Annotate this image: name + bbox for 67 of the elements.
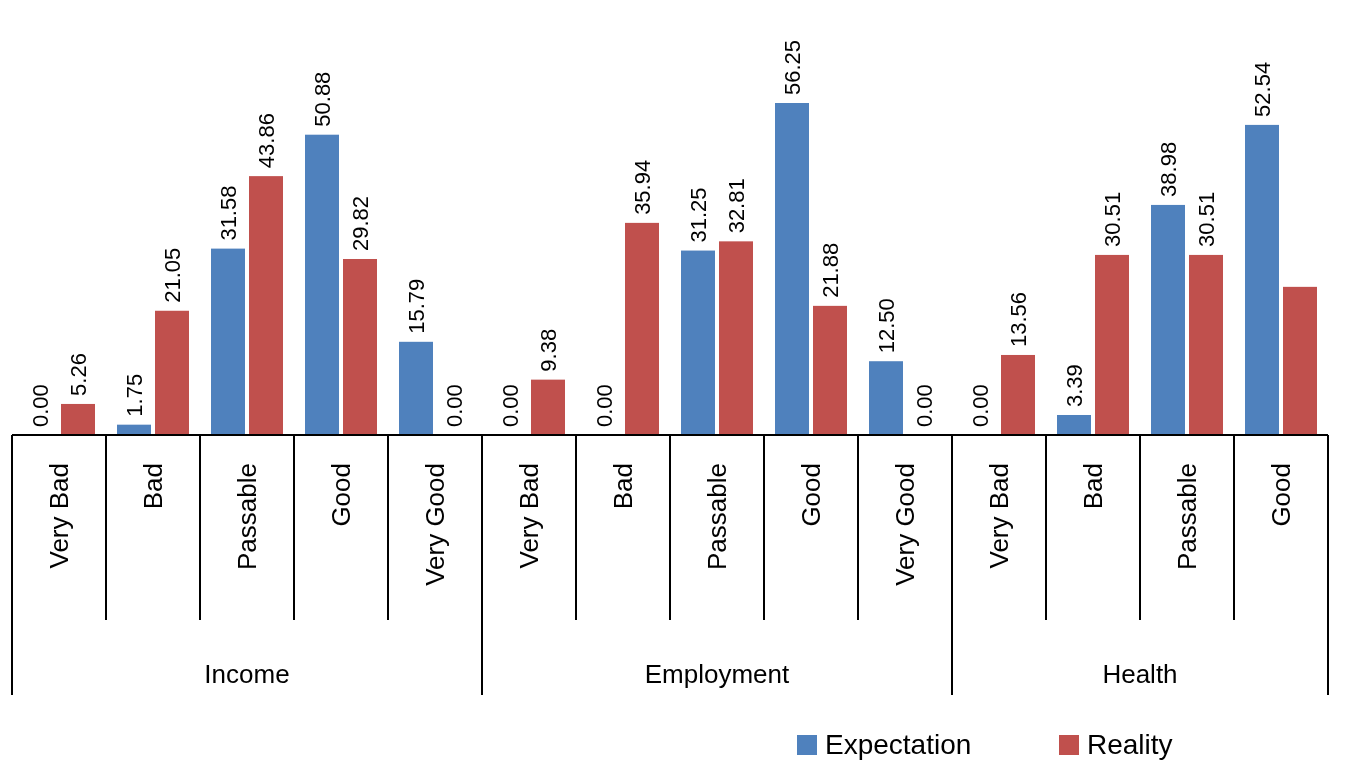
x-tick-label: Good: [326, 463, 356, 527]
data-label: 30.51: [1100, 191, 1125, 247]
bar: [1245, 124, 1279, 435]
data-label: 0.00: [912, 384, 937, 427]
data-label: 29.82: [348, 195, 373, 251]
bar: [61, 403, 95, 435]
bar: [1001, 354, 1035, 435]
x-axis-title: Health: [1102, 659, 1178, 689]
bar: [531, 379, 565, 435]
data-label: 21.05: [160, 247, 185, 303]
bar: [719, 241, 753, 435]
bar: [681, 250, 715, 435]
data-label: 3.39: [1062, 364, 1087, 407]
legend-label: Reality: [1087, 729, 1173, 760]
data-label: 1.75: [122, 373, 147, 417]
x-tick-label: Very Bad: [984, 463, 1014, 569]
bar: [155, 310, 189, 435]
bar: [625, 222, 659, 435]
x-axis-title: Income: [204, 659, 290, 689]
data-label: 50.88: [310, 71, 335, 127]
x-tick-label: Bad: [1078, 463, 1108, 510]
data-label: 13.56: [1006, 291, 1031, 347]
bar: [869, 361, 903, 435]
x-tick-label: Very Bad: [514, 463, 544, 569]
data-label: 15.79: [404, 278, 429, 334]
data-label: 5.26: [66, 353, 91, 396]
data-label: 56.25: [780, 39, 805, 95]
legend-label: Expectation: [825, 729, 972, 760]
data-label: 0.00: [442, 384, 467, 427]
bar: [211, 248, 245, 435]
data-label: 30.51: [1194, 191, 1219, 247]
x-tick-label: Good: [796, 463, 826, 527]
bar: [1283, 286, 1317, 435]
x-tick-label: Very Bad: [44, 463, 74, 569]
bar: [399, 341, 433, 435]
x-axis-title: Employment: [644, 659, 791, 689]
data-label: 43.86: [254, 113, 279, 169]
bar: [1189, 254, 1223, 435]
data-label: 0.00: [592, 384, 617, 427]
bar: [1095, 254, 1129, 435]
bar: [1151, 204, 1185, 435]
data-label: 31.58: [216, 185, 241, 241]
bar: [813, 305, 847, 435]
bar: [343, 259, 377, 435]
x-tick-label: Passable: [1172, 463, 1202, 570]
bar: [249, 176, 283, 435]
data-label: 9.38: [536, 328, 561, 372]
x-tick-label: Bad: [138, 463, 168, 510]
x-tick-label: Passable: [232, 463, 262, 570]
data-label: 0.00: [498, 384, 523, 427]
data-label: 35.94: [630, 159, 655, 215]
bar: [1057, 414, 1091, 435]
data-label: 0.00: [968, 384, 993, 427]
x-tick-label: Good: [1266, 463, 1296, 527]
x-tick-label: Passable: [702, 463, 732, 570]
x-tick-label: Very Good: [890, 463, 920, 586]
data-label: 52.54: [1250, 61, 1275, 117]
data-label: 38.98: [1156, 141, 1181, 197]
data-label: 0.00: [28, 384, 53, 427]
data-label: 21.88: [818, 242, 843, 298]
x-tick-label: Very Good: [420, 463, 450, 586]
bar: [305, 134, 339, 435]
data-label: 32.81: [724, 178, 749, 234]
x-tick-label: Bad: [608, 463, 638, 510]
data-label: 12.50: [874, 298, 899, 354]
data-label: 31.25: [686, 187, 711, 243]
bar: [775, 103, 809, 435]
